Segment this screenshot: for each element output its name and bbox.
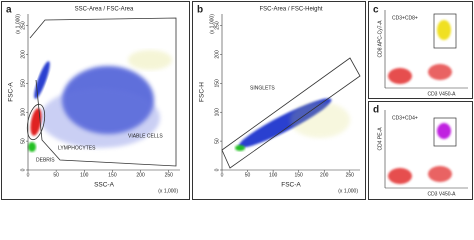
panel-title: FSC-Area / FSC-Height <box>259 7 322 13</box>
x-axis-label: CD3 V450-A <box>427 91 456 97</box>
gate-label: SINGLETS <box>250 85 275 91</box>
y-tick-label: 150 <box>20 79 26 88</box>
x-tick-label: 200 <box>320 172 329 178</box>
panel-letter: b <box>197 5 203 16</box>
x-tick-label: 0 <box>221 172 224 178</box>
y-tick-label: 200 <box>20 50 26 59</box>
y-tick-label: 100 <box>20 108 26 117</box>
cd4-gate <box>433 117 457 147</box>
cell-clouds <box>388 20 452 184</box>
cell-clouds <box>28 50 172 152</box>
panel-letter: d <box>373 105 379 116</box>
x-axis-label: CD3 V450-A <box>427 191 456 197</box>
panel-frame <box>192 1 366 200</box>
y-axis-label: FSC-H <box>199 82 206 102</box>
x-tick-label: 250 <box>346 172 355 178</box>
x-tick-label: 200 <box>136 172 145 178</box>
cell-clouds <box>235 98 350 151</box>
x-multiplier: (x 1,000) <box>158 188 178 194</box>
x-axis-label: SSC-A <box>94 182 115 189</box>
panel-frame <box>368 101 473 200</box>
gate-label: LYMPHOCYTES <box>58 145 96 151</box>
gate-label: CD3+CD4+ <box>392 115 418 121</box>
x-tick-label: 0 <box>27 172 30 178</box>
x-tick-label: 100 <box>80 172 89 178</box>
panel-frame <box>368 1 473 99</box>
x-tick-label: 150 <box>294 172 303 178</box>
y-multiplier: (x 1,000) <box>15 14 21 34</box>
figure: a SSC-Area / FSC-Area SSC-A FSC-A 0 50 100 150 2… <box>1 1 473 200</box>
y-multiplier: (x 1,000) <box>209 14 215 34</box>
y-axis-label: CD8 APC-Cy7-A <box>377 20 383 58</box>
x-multiplier: (x 1,000) <box>338 188 358 194</box>
gate-label: VIABLE CELLS <box>128 133 163 139</box>
y-tick-label: 50 <box>214 138 220 144</box>
panel-frame <box>1 1 190 200</box>
y-tick-label: 200 <box>214 50 220 59</box>
panel-title: SSC-Area / FSC-Area <box>75 7 134 13</box>
y-tick-label: 50 <box>20 138 26 144</box>
y-tick-label: 250 <box>20 21 26 30</box>
x-tick-label: 250 <box>165 172 174 178</box>
x-tick-label: 50 <box>245 172 251 178</box>
x-tick-label: 100 <box>269 172 278 178</box>
x-tick-label: 150 <box>108 172 117 178</box>
singlets-gate <box>221 57 361 169</box>
gate-label: CD3+CD8+ <box>392 15 418 21</box>
y-axis-label: CD4 PE-A <box>377 127 383 151</box>
panel-letter: c <box>373 5 379 16</box>
gate-label: DEBRIS <box>36 157 55 163</box>
cd8-gate <box>433 13 457 49</box>
y-tick-label: 150 <box>214 79 220 88</box>
panel-letter: a <box>6 5 12 16</box>
x-tick-label: 50 <box>53 172 59 178</box>
y-axis-label: FSC-A <box>8 82 15 102</box>
y-tick-label: 250 <box>214 21 220 30</box>
y-tick-label: 0 <box>214 168 220 171</box>
y-tick-label: 100 <box>214 108 220 117</box>
viable-gate <box>29 17 177 167</box>
page: a SSC-Area / FSC-Area SSC-A FSC-A 0 50 100 150 2… <box>0 0 474 202</box>
x-axis-label: FSC-A <box>281 182 301 189</box>
y-tick-label: 0 <box>20 168 26 171</box>
